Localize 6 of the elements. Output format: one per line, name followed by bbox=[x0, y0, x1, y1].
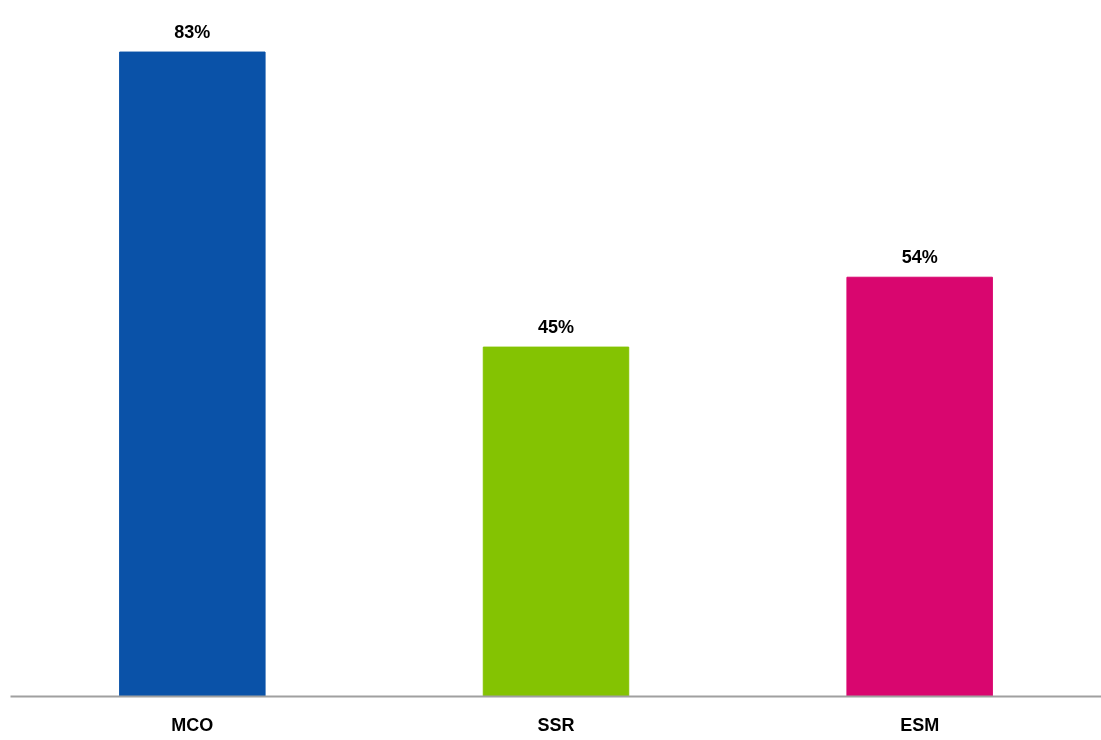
x-tick-label: SSR bbox=[537, 714, 575, 735]
data-label: 83% bbox=[174, 22, 211, 43]
x-tick-label: ESM bbox=[900, 714, 940, 735]
x-tick-label: MCO bbox=[171, 714, 214, 735]
data-label: 54% bbox=[901, 247, 938, 268]
data-label: 45% bbox=[537, 317, 575, 338]
